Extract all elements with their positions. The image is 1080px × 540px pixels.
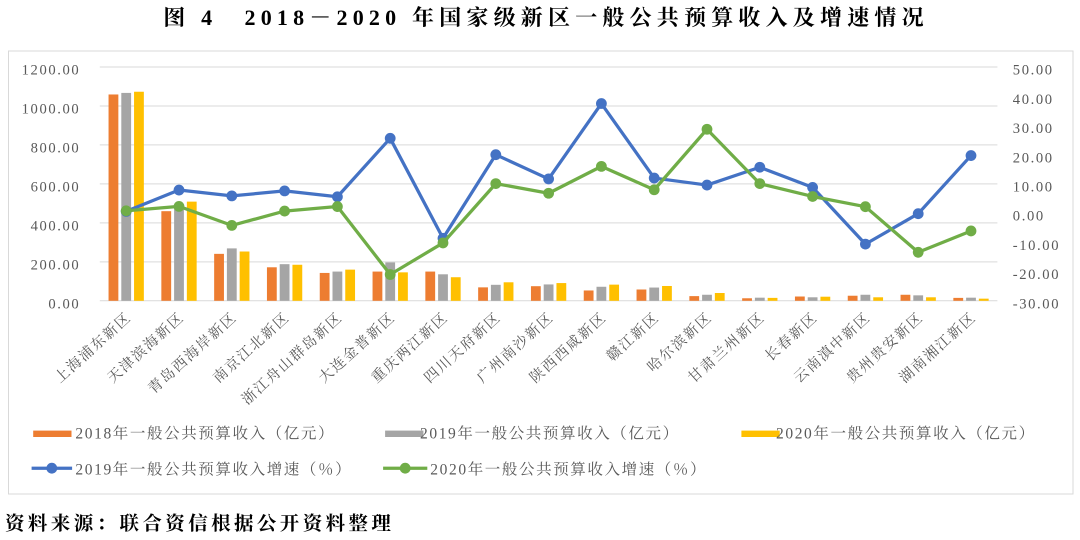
svg-text:600.00: 600.00 <box>31 180 81 196</box>
svg-text:0.00: 0.00 <box>48 296 80 312</box>
svg-text:2020年一般公共预算收入（亿元）: 2020年一般公共预算收入（亿元） <box>776 422 1036 444</box>
svg-text:2019年一般公共预算收入增速（％）: 2019年一般公共预算收入增速（％） <box>75 458 352 480</box>
svg-text:1000.00: 1000.00 <box>22 102 81 118</box>
svg-text:图 4 2018－2020 年国家级新区一般公共预算收入及增: 图 4 2018－2020 年国家级新区一般公共预算收入及增速情况 <box>163 1 929 32</box>
svg-text:2018年一般公共预算收入（亿元）: 2018年一般公共预算收入（亿元） <box>75 422 335 444</box>
svg-text:800.00: 800.00 <box>31 141 81 157</box>
svg-text:0.00: 0.00 <box>1013 209 1045 225</box>
svg-text:1200.00: 1200.00 <box>22 63 81 79</box>
svg-text:50.00: 50.00 <box>1013 63 1054 79</box>
svg-text:30.00: 30.00 <box>1013 121 1054 137</box>
svg-text:10.00: 10.00 <box>1013 180 1054 196</box>
svg-text:-10.00: -10.00 <box>1013 238 1060 254</box>
svg-text:-20.00: -20.00 <box>1013 267 1060 283</box>
svg-text:40.00: 40.00 <box>1013 92 1054 108</box>
svg-text:-30.00: -30.00 <box>1013 296 1060 312</box>
svg-text:资料来源：联合资信根据公开资料整理: 资料来源：联合资信根据公开资料整理 <box>5 508 394 536</box>
svg-text:200.00: 200.00 <box>31 257 81 273</box>
svg-text:2020年一般公共预算收入增速（％）: 2020年一般公共预算收入增速（％） <box>430 458 707 480</box>
svg-text:400.00: 400.00 <box>31 218 81 234</box>
svg-text:20.00: 20.00 <box>1013 150 1054 166</box>
svg-text:2019年一般公共预算收入（亿元）: 2019年一般公共预算收入（亿元） <box>420 422 680 444</box>
